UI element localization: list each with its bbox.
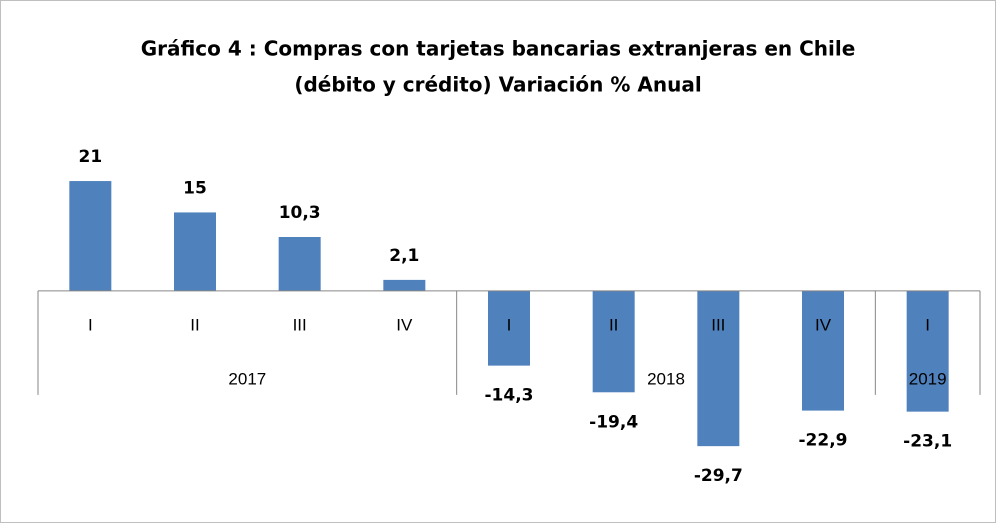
data-label: 15 — [183, 178, 207, 198]
x-group-label: 2017 — [228, 369, 266, 388]
bar — [697, 290, 740, 447]
data-label: 21 — [78, 147, 102, 167]
chart-subtitle: (débito y crédito) Variación % Anual — [294, 73, 701, 97]
bar — [802, 290, 844, 411]
bar — [69, 181, 112, 291]
bar — [383, 279, 426, 291]
x-tick-label: I — [925, 315, 930, 334]
x-tick-label: III — [293, 315, 307, 334]
data-label: -19,4 — [589, 412, 638, 432]
data-label: -23,1 — [903, 432, 952, 452]
data-label: -29,7 — [694, 466, 743, 486]
x-tick-label: I — [88, 315, 93, 334]
data-label: 10,3 — [279, 203, 321, 223]
bar — [174, 212, 216, 291]
x-tick-label: II — [190, 315, 199, 334]
x-tick-label: III — [711, 315, 725, 334]
x-tick-label: IV — [396, 315, 413, 334]
bar — [592, 290, 635, 393]
data-label: 2,1 — [389, 246, 419, 266]
bar — [906, 290, 949, 412]
data-label: -14,3 — [485, 386, 534, 406]
x-group-label: 2019 — [909, 369, 947, 388]
x-group-label: 2018 — [647, 369, 685, 388]
x-tick-label: II — [609, 315, 618, 334]
bar — [278, 237, 321, 291]
x-tick-label: I — [507, 315, 512, 334]
chart-title: Gráfico 4 : Compras con tarjetas bancari… — [141, 37, 856, 61]
data-label: -22,9 — [799, 431, 848, 451]
bar — [488, 290, 530, 366]
x-tick-label: IV — [815, 315, 832, 334]
